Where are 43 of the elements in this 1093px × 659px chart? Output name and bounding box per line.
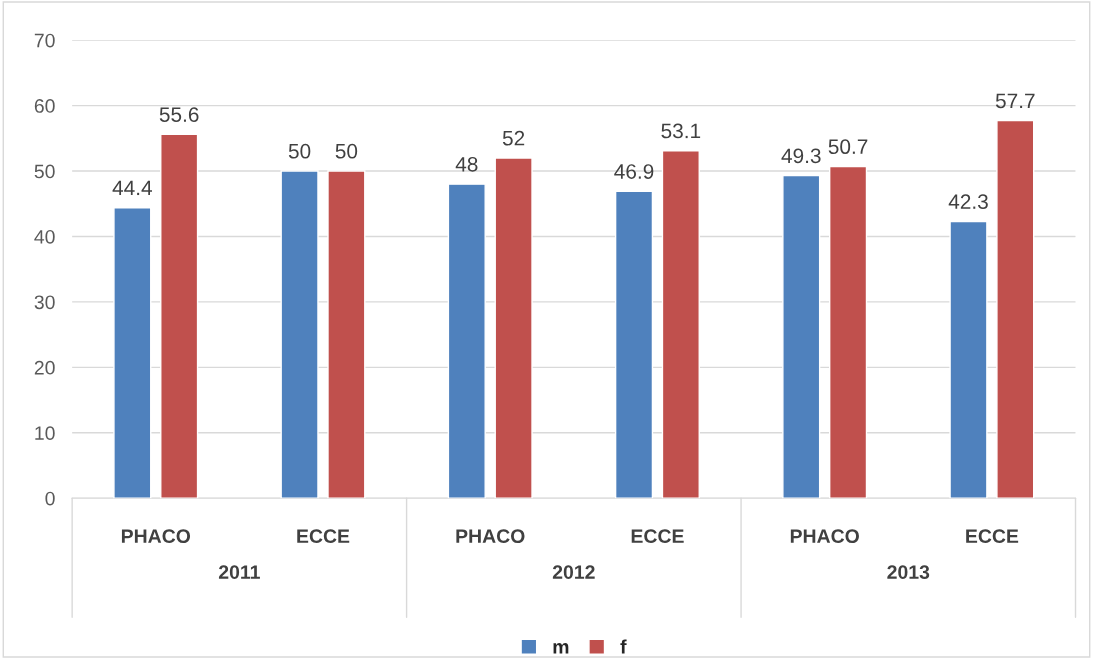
y-tick-label: 50 bbox=[34, 164, 55, 179]
x-tick-label: PHACO bbox=[456, 529, 525, 544]
bar bbox=[661, 150, 700, 499]
text: 2013 bbox=[887, 565, 930, 580]
bar bbox=[494, 157, 533, 499]
data-label: 50 bbox=[335, 143, 358, 159]
legend-label: f bbox=[620, 639, 627, 654]
bar bbox=[949, 220, 988, 499]
x-tick-label: ECCE bbox=[631, 529, 684, 544]
data-label: 50 bbox=[288, 143, 311, 159]
data-label: 46.9 bbox=[614, 164, 654, 179]
bar bbox=[327, 170, 366, 499]
bar bbox=[447, 183, 486, 499]
data-label: 57.7 bbox=[995, 93, 1035, 109]
legend-label: m bbox=[553, 643, 569, 654]
y-tick-label: 60 bbox=[34, 99, 55, 113]
x-tick-label: ECCE bbox=[966, 529, 1019, 544]
x-tick-label: PHACO bbox=[121, 529, 191, 544]
bar bbox=[782, 174, 821, 499]
bar bbox=[828, 165, 868, 499]
x-tick-label: ECCE bbox=[297, 529, 350, 544]
bar bbox=[614, 190, 654, 499]
data-label: 44.4 bbox=[112, 180, 153, 196]
bar bbox=[160, 133, 199, 499]
y-tick-label: 30 bbox=[34, 295, 55, 310]
y-tick-label: 0 bbox=[45, 491, 55, 506]
y-tick-label: 40 bbox=[34, 229, 55, 244]
y-tick-label: 20 bbox=[34, 360, 55, 375]
bar bbox=[996, 119, 1035, 499]
bar bbox=[280, 170, 319, 499]
data-label: 49.3 bbox=[781, 148, 821, 164]
x-tick-label: PHACO bbox=[790, 529, 859, 544]
data-label: 50.7 bbox=[828, 139, 868, 155]
data-label: 55.6 bbox=[159, 107, 199, 122]
data-label: 52 bbox=[502, 130, 525, 146]
data-label: 48 bbox=[455, 156, 478, 172]
data-label: 42.3 bbox=[948, 194, 988, 209]
data-label: 53.1 bbox=[661, 123, 701, 139]
y-tick-label: 10 bbox=[35, 426, 55, 441]
text: 2011 bbox=[218, 565, 260, 579]
bar bbox=[113, 207, 152, 499]
text: 2012 bbox=[552, 565, 595, 579]
y-tick-label: 70 bbox=[34, 33, 55, 48]
